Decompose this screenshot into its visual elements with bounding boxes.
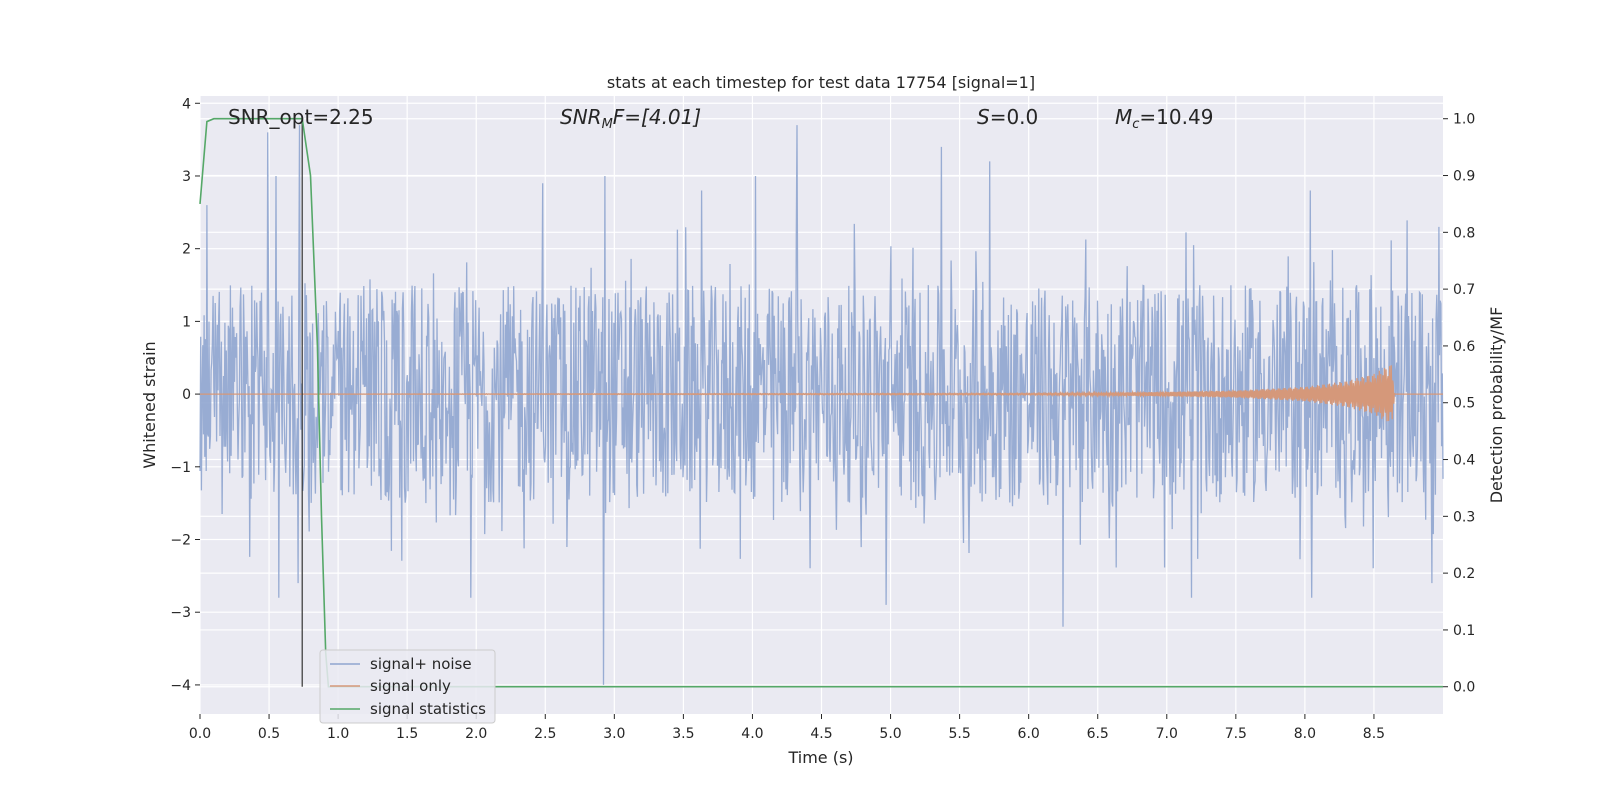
y2-tick-label: 0.3 (1453, 509, 1475, 525)
y2-tick-label: 0.4 (1453, 453, 1475, 469)
x-tick-label: 2.0 (465, 726, 487, 742)
y-tick-label: 0 (182, 387, 191, 403)
y-tick-label: −4 (170, 678, 191, 694)
x-tick-label: 3.5 (672, 726, 694, 742)
y-axis-label: Whitened strain (140, 341, 159, 468)
y-tick-label: 3 (182, 169, 191, 185)
x-tick-label: 6.0 (1018, 726, 1040, 742)
x-tick-label: 1.0 (327, 726, 349, 742)
x-tick-label: 5.0 (879, 726, 901, 742)
snr-mf-rest: F=[4.01] (613, 105, 701, 129)
s-var: S (977, 105, 990, 129)
legend-label-signal-noise: signal+ noise (370, 655, 472, 673)
y-tick-label: −2 (170, 533, 191, 549)
y-tick-label: 2 (182, 242, 191, 258)
series-signal-noise-line (199, 125, 1444, 685)
y-tick-label: 1 (182, 314, 191, 330)
legend-label-signal-statistics: signal statistics (370, 700, 486, 718)
y2-tick-label: 0.8 (1453, 225, 1475, 241)
y-axis-right: 0.0 0.1 0.2 0.3 0.4 0.5 0.6 0.7 0.8 0.9 1.0 (1443, 112, 1475, 696)
y2-tick-label: 0.6 (1453, 339, 1475, 355)
legend-box (319, 649, 496, 724)
mc-sub: c (1132, 117, 1139, 132)
chart-title: stats at each timestep for test data 177… (607, 73, 1035, 92)
y2-tick-label: 0.9 (1453, 169, 1475, 185)
mc-rest: =10.49 (1139, 105, 1213, 129)
annotation-s: S=0.0 (977, 105, 1038, 129)
x-tick-label: 8.0 (1294, 726, 1316, 742)
y2-tick-label: 0.2 (1453, 566, 1475, 582)
annotation-snr-opt: SNR_opt=2.25 (228, 105, 374, 129)
annotation-snr-mf: SNRMF=[4.01] (560, 105, 701, 132)
x-axis: 0.0 0.5 1.0 1.5 2.0 2.5 3.0 3.5 4.0 4.5 5.0 5.5 6.0 6… (189, 714, 1385, 742)
y-tick-label: 4 (182, 96, 191, 112)
legend: signal+ noise signal only signal statist… (319, 649, 496, 724)
x-tick-label: 0.5 (258, 726, 280, 742)
y2-axis-label: Detection probability/MF (1487, 307, 1506, 504)
x-axis-label: Time (s) (787, 748, 853, 767)
x-tick-label: 7.0 (1156, 726, 1178, 742)
annotations: SNR_opt=2.25 SNRMF=[4.01] S=0.0 Mc=10.49 (228, 105, 1213, 132)
snr-mf-var: SNR (560, 105, 602, 129)
x-tick-label: 2.5 (534, 726, 556, 742)
x-tick-label: 0.0 (189, 726, 211, 742)
s-rest: =0.0 (990, 105, 1039, 129)
series-signal-only-line (200, 365, 1443, 422)
y2-tick-label: 0.1 (1453, 623, 1475, 639)
y2-tick-label: 0.0 (1453, 680, 1475, 696)
x-tick-label: 7.5 (1225, 726, 1247, 742)
mc-var: M (1115, 105, 1132, 129)
y2-tick-label: 1.0 (1453, 112, 1475, 128)
x-tick-label: 3.0 (603, 726, 625, 742)
snr-mf-sub: M (602, 117, 613, 132)
y-tick-label: −1 (170, 460, 191, 476)
y-tick-label: −3 (170, 605, 191, 621)
legend-label-signal-only: signal only (370, 677, 451, 695)
y-axis-left: −4 −3 −2 −1 0 1 2 3 4 (170, 96, 200, 694)
annotation-mc: Mc=10.49 (1115, 105, 1213, 132)
y2-tick-label: 0.7 (1453, 282, 1475, 298)
x-tick-label: 1.5 (396, 726, 418, 742)
x-tick-label: 6.5 (1087, 726, 1109, 742)
x-tick-label: 8.5 (1363, 726, 1385, 742)
x-tick-label: 5.5 (948, 726, 970, 742)
x-tick-label: 4.0 (741, 726, 763, 742)
x-tick-label: 4.5 (810, 726, 832, 742)
y2-tick-label: 0.5 (1453, 396, 1475, 412)
